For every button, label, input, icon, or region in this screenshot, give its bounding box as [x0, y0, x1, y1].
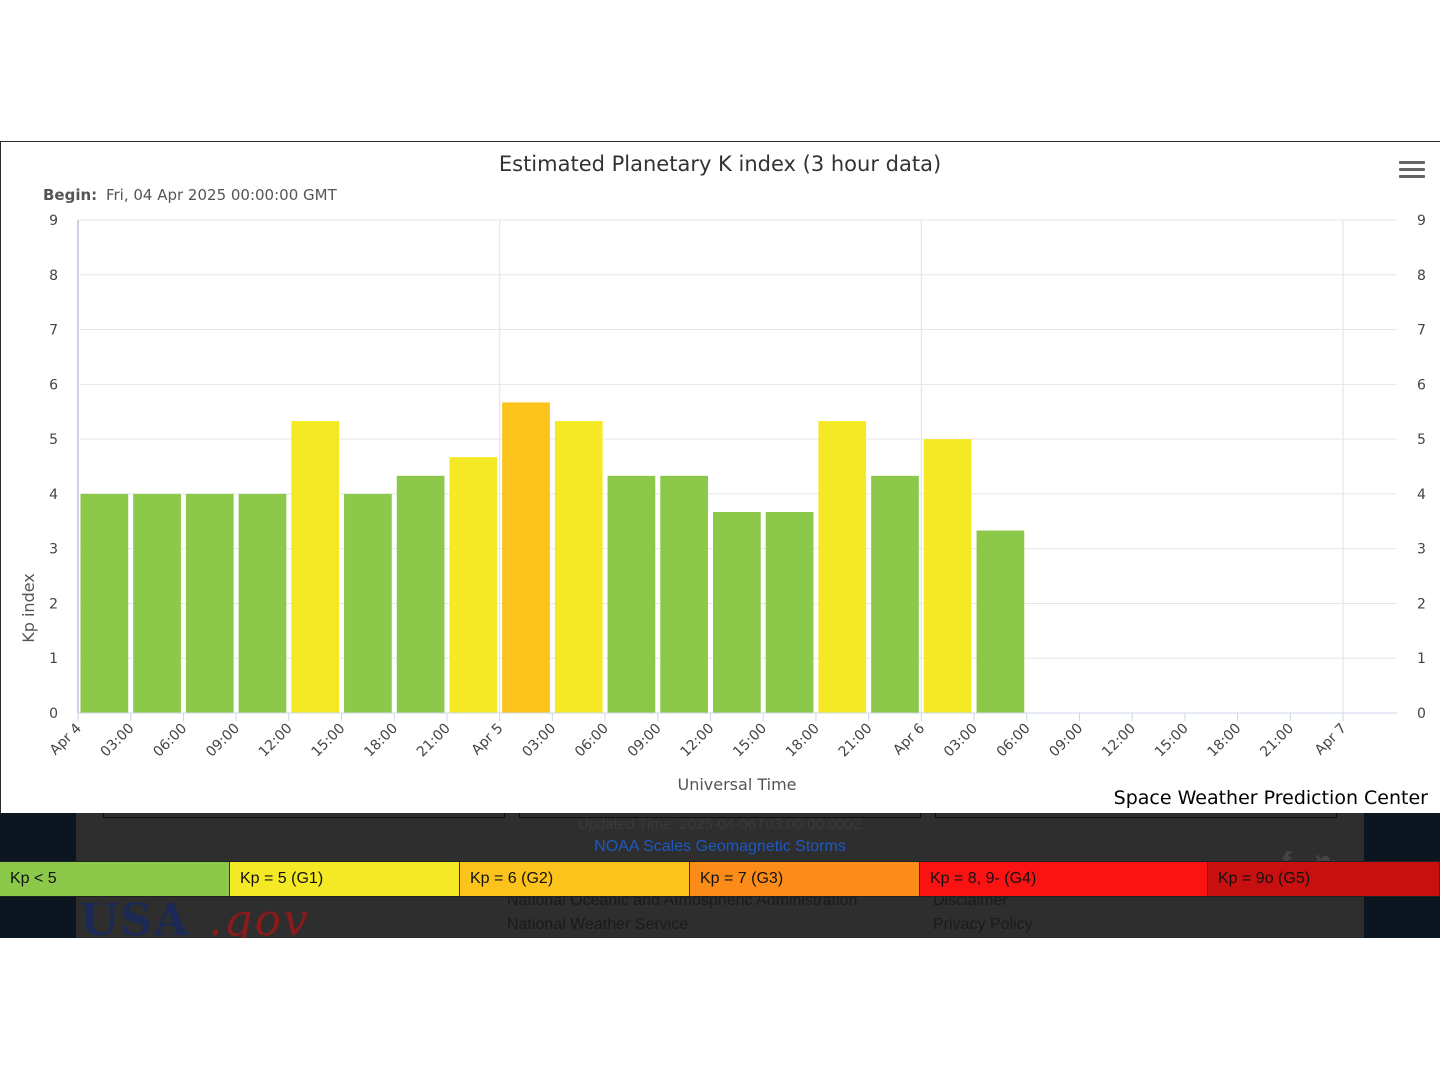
legend-item: Kp = 8, 9- (G4) — [920, 862, 1208, 896]
kp-bar — [238, 493, 287, 713]
x-tick-label: 03:00 — [98, 721, 138, 761]
usa-gov-logo[interactable]: USA .gov — [80, 895, 310, 946]
updated-time: Updated Time: 2025-04-06T03:00:00.000Z — [577, 816, 863, 833]
y-tick-label-right: 1 — [1417, 651, 1426, 667]
subtitle-label: Begin: — [43, 186, 97, 204]
y-tick-label-left: 6 — [49, 377, 58, 393]
footer-box — [103, 813, 505, 818]
y-tick-label-right: 0 — [1417, 706, 1426, 722]
legend-item: Kp = 5 (G1) — [230, 862, 460, 896]
kp-bar — [396, 475, 445, 713]
kp-bar — [818, 421, 867, 713]
y-tick-label-right: 7 — [1417, 323, 1426, 339]
x-tick-label: Apr 7 — [1312, 721, 1350, 759]
x-tick-label: 21:00 — [836, 721, 876, 761]
x-tick-label: 12:00 — [1099, 721, 1139, 761]
usa-logo-text: USA — [80, 895, 191, 946]
y-tick-label-left: 2 — [49, 596, 58, 612]
kp-bar — [133, 493, 181, 713]
x-tick-label: 03:00 — [519, 721, 559, 761]
y-tick-label-left: 1 — [49, 651, 58, 667]
x-tick-label: 09:00 — [625, 721, 665, 761]
kp-bar — [607, 475, 656, 713]
kp-bar — [502, 402, 550, 713]
chart-menu-icon[interactable] — [1399, 161, 1425, 181]
chart-title: Estimated Planetary K index (3 hour data… — [499, 152, 941, 176]
footer-box — [935, 813, 1337, 818]
kp-bar — [80, 493, 129, 713]
noaa-scales-link[interactable]: NOAA Scales Geomagnetic Storms — [594, 838, 846, 855]
x-tick-label: 18:00 — [1205, 721, 1245, 761]
x-tick-label: 21:00 — [1257, 721, 1297, 761]
x-tick-label: 12:00 — [677, 721, 717, 761]
kp-bar — [713, 511, 761, 713]
x-tick-label: 12:00 — [256, 721, 296, 761]
y-tick-label-right: 5 — [1417, 432, 1426, 448]
page-background — [0, 938, 1440, 1080]
y-tick-label-left: 4 — [49, 487, 58, 503]
kp-bar — [660, 475, 708, 713]
x-tick-label: 18:00 — [783, 721, 823, 761]
x-tick-label: 21:00 — [414, 721, 454, 761]
bars-layer — [80, 402, 1025, 713]
x-tick-label: Apr 5 — [469, 721, 507, 759]
y-tick-label-right: 2 — [1417, 596, 1426, 612]
kp-legend-bar: Kp < 5 Kp = 5 (G1) Kp = 6 (G2) Kp = 7 (G3) K… — [0, 861, 1440, 897]
y-tick-label-left: 7 — [49, 323, 58, 339]
kp-bar — [871, 475, 919, 713]
x-tick-label: 06:00 — [572, 721, 612, 761]
x-tick-label: 18:00 — [361, 721, 401, 761]
y-tick-label-right: 6 — [1417, 377, 1426, 393]
gov-logo-text: .gov — [208, 895, 310, 946]
kp-bar — [923, 439, 972, 713]
y-tick-label-left: 9 — [49, 213, 58, 229]
x-axis-title: Universal Time — [677, 775, 796, 794]
legend-item: Kp = 6 (G2) — [460, 862, 690, 896]
spwc-credit: Space Weather Prediction Center — [1113, 787, 1428, 809]
chart-subtitle: Begin: Fri, 04 Apr 2025 00:00:00 GMT — [43, 186, 338, 204]
x-tick-label: 09:00 — [203, 721, 243, 761]
kp-bar — [291, 421, 340, 713]
y-tick-label-right: 8 — [1417, 268, 1426, 284]
kp-bar — [185, 493, 234, 713]
y-tick-label-right: 3 — [1417, 542, 1426, 558]
y-tick-label-left: 8 — [49, 268, 58, 284]
x-tick-label: 09:00 — [1046, 721, 1086, 761]
legend-item: Kp = 7 (G3) — [690, 862, 920, 896]
footer-box — [519, 813, 921, 818]
y-tick-label-left: 0 — [49, 706, 58, 722]
kp-bar — [344, 493, 392, 713]
kp-bar — [554, 421, 603, 713]
kp-index-chart: 0 0 1 1 2 2 3 3 4 4 5 5 6 6 7 7 8 8 9 9 Apr 4 03:00 06:00 09:00… — [19, 152, 1426, 794]
kp-bar — [449, 457, 498, 713]
x-tick-label: 03:00 — [941, 721, 981, 761]
y-tick-label-right: 4 — [1417, 487, 1426, 503]
y-tick-label-left: 3 — [49, 542, 58, 558]
kp-bar — [765, 511, 814, 713]
x-tick-label: 06:00 — [994, 721, 1034, 761]
privacy-link[interactable]: Privacy Policy — [933, 916, 1033, 933]
y-tick-label-left: 5 — [49, 432, 58, 448]
x-tick-label: 15:00 — [730, 721, 770, 761]
subtitle-value: Fri, 04 Apr 2025 00:00:00 GMT — [106, 186, 338, 204]
legend-item: Kp < 5 — [0, 862, 230, 896]
legend-item: Kp = 9o (G5) — [1208, 862, 1440, 896]
x-tick-label: 06:00 — [150, 721, 190, 761]
x-tick-label: Apr 6 — [890, 720, 928, 758]
kp-bar — [976, 530, 1025, 713]
nws-link[interactable]: National Weather Service — [507, 916, 689, 933]
x-tick-label: 15:00 — [309, 721, 349, 761]
x-tick-label: Apr 4 — [47, 720, 85, 758]
y-axis-title: Kp index — [19, 573, 38, 643]
y-tick-label-right: 9 — [1417, 213, 1426, 229]
x-tick-label: 15:00 — [1152, 721, 1192, 761]
